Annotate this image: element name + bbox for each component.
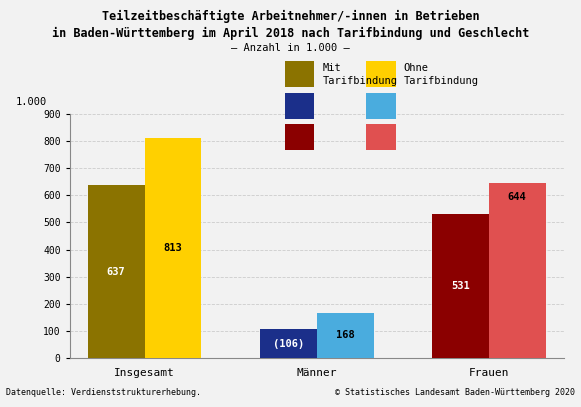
Bar	[432, 214, 489, 358]
Text: © Statistisches Landesamt Baden-Württemberg 2020: © Statistisches Landesamt Baden-Württemb…	[335, 388, 575, 397]
Text: (106): (106)	[272, 339, 304, 349]
Text: – Anzahl in 1.000 –: – Anzahl in 1.000 –	[231, 43, 350, 53]
Text: 637: 637	[107, 267, 125, 277]
Text: in Baden-Württemberg im April 2018 nach Tarifbindung und Geschlecht: in Baden-Württemberg im April 2018 nach …	[52, 26, 529, 39]
FancyBboxPatch shape	[285, 92, 314, 118]
Text: 531: 531	[451, 281, 469, 291]
Bar	[145, 138, 202, 358]
Bar	[88, 185, 145, 358]
FancyBboxPatch shape	[367, 124, 396, 150]
Bar	[260, 329, 317, 358]
Text: 813: 813	[164, 243, 182, 253]
Text: 168: 168	[336, 330, 354, 340]
Text: 644: 644	[508, 192, 526, 201]
Text: Teilzeitbeschäftigte Arbeitnehmer/-innen in Betrieben: Teilzeitbeschäftigte Arbeitnehmer/-innen…	[102, 10, 479, 23]
Text: Datenquelle: Verdienststrukturerhebung.: Datenquelle: Verdienststrukturerhebung.	[6, 388, 201, 397]
Text: Tarifbindung: Tarifbindung	[404, 76, 479, 86]
FancyBboxPatch shape	[285, 124, 314, 150]
Text: Tarifbindung: Tarifbindung	[322, 76, 397, 86]
Text: 1.000: 1.000	[16, 96, 46, 107]
FancyBboxPatch shape	[367, 92, 396, 118]
FancyBboxPatch shape	[367, 61, 396, 88]
Text: Mit: Mit	[322, 63, 341, 73]
FancyBboxPatch shape	[285, 61, 314, 88]
Bar	[317, 313, 374, 358]
Bar	[489, 184, 546, 358]
Text: Ohne: Ohne	[404, 63, 429, 73]
